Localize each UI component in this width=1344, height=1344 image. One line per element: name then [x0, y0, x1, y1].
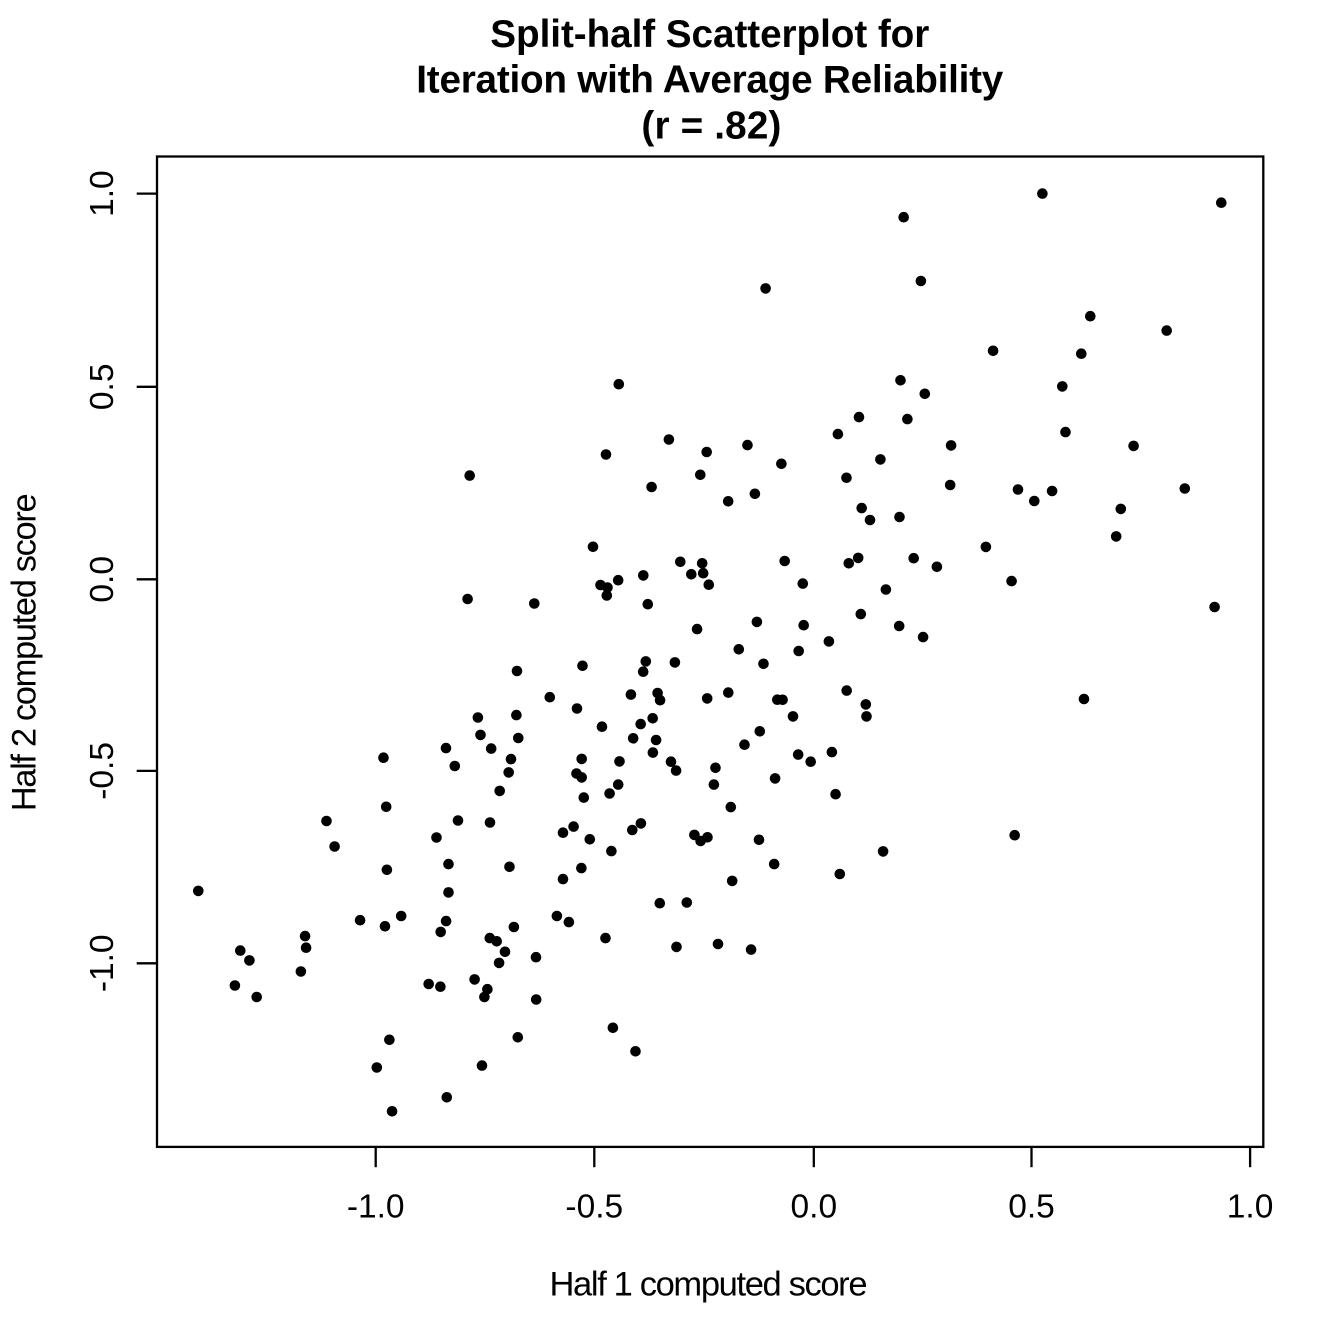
svg-text:-0.5: -0.5: [565, 1189, 623, 1226]
svg-text:1.0: 1.0: [1227, 1189, 1274, 1226]
svg-text:Half 2 computed score: Half 2 computed score: [6, 493, 44, 811]
svg-text:-0.5: -0.5: [84, 742, 121, 800]
svg-text:Iteration with Average Reliabi: Iteration with Average Reliability: [416, 59, 1003, 102]
svg-text:0.5: 0.5: [1008, 1189, 1055, 1226]
svg-text:0.0: 0.0: [791, 1189, 838, 1226]
svg-text:0.5: 0.5: [84, 364, 121, 411]
svg-text:Split-half Scatterplot for: Split-half Scatterplot for: [490, 13, 929, 56]
svg-text:Half 1 computed score: Half 1 computed score: [550, 1265, 868, 1303]
svg-text:(r = .82): (r = .82): [641, 104, 781, 147]
svg-text:0.0: 0.0: [84, 556, 121, 603]
svg-text:-1.0: -1.0: [84, 934, 121, 992]
svg-text:-1.0: -1.0: [347, 1189, 405, 1226]
svg-text:1.0: 1.0: [84, 170, 121, 217]
